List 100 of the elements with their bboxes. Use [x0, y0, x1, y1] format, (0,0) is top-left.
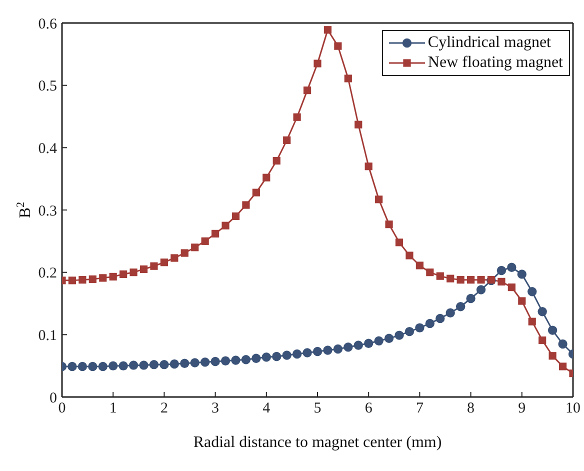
point [426, 268, 434, 276]
point [354, 120, 362, 128]
point [180, 358, 190, 368]
point [68, 276, 76, 284]
point [160, 258, 168, 266]
point [252, 188, 260, 196]
point [508, 283, 516, 292]
point [212, 230, 220, 238]
y-tick-label: 0 [50, 390, 57, 406]
point [170, 254, 178, 262]
point [118, 361, 128, 370]
point [548, 326, 558, 335]
legend-label: Cylindrical magnet [428, 33, 551, 53]
point [446, 308, 455, 318]
point [323, 346, 332, 355]
point [466, 294, 476, 304]
point [303, 86, 312, 94]
point [191, 244, 199, 252]
point [344, 74, 352, 82]
x-tick-label: 6 [364, 400, 373, 417]
point [190, 358, 200, 368]
x-tick-label: 5 [314, 400, 322, 417]
point [262, 174, 270, 182]
point [374, 336, 384, 346]
x-tick-label: 1 [109, 400, 117, 417]
point [517, 270, 526, 279]
x-tick-label: 3 [212, 400, 220, 417]
y-tick-label: 0.3 [38, 203, 57, 220]
point [232, 212, 240, 220]
point [252, 354, 261, 363]
point [302, 348, 312, 358]
point [507, 262, 516, 272]
point [446, 274, 454, 282]
point [456, 302, 466, 312]
point [78, 276, 86, 284]
point [314, 60, 322, 68]
point [88, 362, 98, 372]
point [498, 278, 506, 286]
point [496, 266, 506, 276]
x-tick-label: 2 [160, 400, 168, 417]
x-axis-title: Radial distance to magnet center (mm) [193, 434, 442, 451]
point [364, 338, 374, 348]
x-tick-label: 9 [518, 400, 526, 417]
point [99, 274, 107, 282]
y-tick-label: 0.1 [38, 328, 57, 344]
point [416, 262, 424, 270]
point [404, 326, 414, 336]
point [364, 162, 372, 170]
point [558, 362, 567, 370]
point [272, 156, 280, 165]
point [548, 352, 556, 360]
point [538, 336, 546, 344]
point [120, 270, 128, 278]
point [200, 357, 210, 367]
point [283, 136, 291, 144]
point [375, 196, 383, 204]
point [467, 276, 475, 284]
y-tick-label: 0.2 [38, 266, 57, 282]
point [456, 276, 464, 284]
y-tick-label: 0.6 [38, 16, 58, 32]
point [436, 314, 445, 324]
point [292, 349, 302, 359]
point [88, 275, 96, 283]
point [334, 42, 342, 50]
point [160, 360, 169, 370]
point [78, 362, 88, 372]
point [528, 318, 536, 326]
point [558, 339, 568, 349]
point [518, 297, 526, 305]
x-tick-label: 7 [416, 400, 424, 417]
point [272, 352, 282, 362]
point [324, 26, 332, 34]
point [210, 356, 220, 366]
point [108, 361, 118, 370]
point [220, 356, 230, 366]
point [109, 272, 117, 280]
point [538, 307, 547, 316]
point [139, 360, 148, 370]
point [180, 249, 188, 257]
point [170, 359, 180, 369]
legend-label: New floating magnet [428, 53, 563, 73]
point [312, 346, 322, 356]
point [528, 287, 537, 296]
point [150, 262, 158, 270]
point [128, 360, 138, 370]
point [344, 342, 353, 352]
point [354, 340, 363, 350]
point [222, 222, 230, 230]
point [333, 344, 343, 354]
point [384, 334, 394, 344]
point [130, 268, 138, 276]
point [394, 330, 404, 340]
point [406, 252, 414, 260]
point [395, 238, 404, 246]
point [476, 285, 486, 294]
x-tick-label: 10 [566, 400, 580, 417]
point [68, 362, 77, 372]
y-tick-label: 0.5 [38, 78, 57, 95]
point [425, 318, 435, 328]
point [149, 360, 159, 370]
